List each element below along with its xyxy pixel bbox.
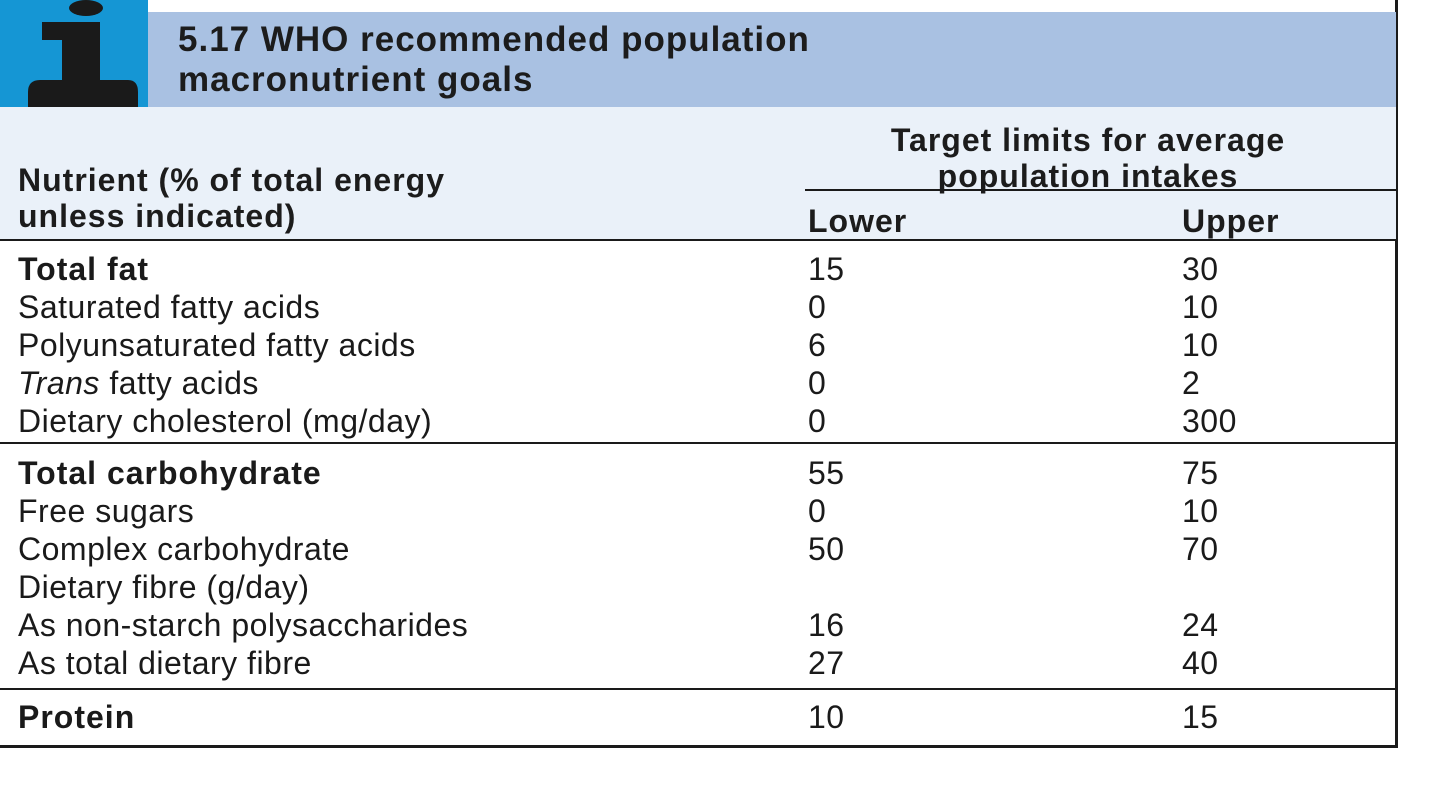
lower-value: 0 <box>808 365 827 401</box>
table-row: Total carbohydrate 55 75 <box>0 454 1396 492</box>
lower-value: 15 <box>808 251 845 287</box>
target-limits-header: Target limits for average population int… <box>890 122 1286 194</box>
table-row: Dietary cholesterol (mg/day) 0 300 <box>0 402 1396 440</box>
nutrient-column-header: Nutrient (% of total energy unless indic… <box>18 162 446 234</box>
upper-value: 24 <box>1182 607 1219 643</box>
upper-value: 10 <box>1182 493 1219 529</box>
upper-value: 2 <box>1182 365 1201 401</box>
nutrient-label: Free sugars <box>18 493 195 529</box>
upper-value: 30 <box>1182 251 1219 287</box>
lower-value: 0 <box>808 289 827 325</box>
nutrient-label: Total carbohydrate <box>18 455 322 491</box>
upper-value: 300 <box>1182 403 1237 439</box>
table-row: Polyunsaturated fatty acids 6 10 <box>0 326 1396 364</box>
info-icon <box>28 0 138 107</box>
lower-value: 55 <box>808 455 845 491</box>
lower-value: 0 <box>808 493 827 529</box>
info-icon-box <box>0 0 148 107</box>
table-row: Complex carbohydrate 50 70 <box>0 530 1396 568</box>
upper-value: 10 <box>1182 289 1219 325</box>
table-row: As non-starch polysaccharides 16 24 <box>0 606 1396 644</box>
protein-section: Protein 10 15 <box>0 698 1396 748</box>
box-header <box>0 12 1396 107</box>
nutrient-label: As total dietary fibre <box>18 645 312 681</box>
table-row: Trans fatty acids 0 2 <box>0 364 1396 402</box>
upper-value: 70 <box>1182 531 1219 567</box>
lower-value: 0 <box>808 403 827 439</box>
target-header-rule <box>805 189 1398 191</box>
table-header: Nutrient (% of total energy unless indic… <box>0 107 1398 241</box>
upper-value: 40 <box>1182 645 1219 681</box>
carbohydrate-section: Total carbohydrate 55 75 Free sugars 0 1… <box>0 454 1396 690</box>
table-row: Free sugars 0 10 <box>0 492 1396 530</box>
upper-value: 15 <box>1182 699 1219 735</box>
nutrient-label: Protein <box>18 699 136 735</box>
nutrient-label: Trans fatty acids <box>18 364 259 402</box>
nutrient-label: Dietary fibre (g/day) <box>18 569 310 605</box>
table-row: Protein 10 15 <box>0 698 1396 736</box>
table-row: Saturated fatty acids 0 10 <box>0 288 1396 326</box>
box-title: 5.17 WHO recommended population macronut… <box>178 20 810 99</box>
lower-value: 27 <box>808 645 845 681</box>
nutrient-label: Dietary cholesterol (mg/day) <box>18 403 433 439</box>
lower-column-header: Lower <box>808 203 908 239</box>
table-row: As total dietary fibre 27 40 <box>0 644 1396 682</box>
fat-section: Total fat 15 30 Saturated fatty acids 0 … <box>0 250 1396 444</box>
lower-value: 6 <box>808 327 827 363</box>
lower-value: 50 <box>808 531 845 567</box>
lower-value: 16 <box>808 607 845 643</box>
nutrient-label: Total fat <box>18 251 150 287</box>
nutrient-label: As non-starch polysaccharides <box>18 607 469 643</box>
nutrient-label-italic: Trans <box>18 365 100 401</box>
upper-value: 75 <box>1182 455 1219 491</box>
table-row: Dietary fibre (g/day) <box>0 568 1396 606</box>
nutrient-label: Polyunsaturated fatty acids <box>18 327 416 363</box>
table-row: Total fat 15 30 <box>0 250 1396 288</box>
lower-value: 10 <box>808 699 845 735</box>
nutrient-label-rest: fatty acids <box>99 365 259 401</box>
nutrient-label: Complex carbohydrate <box>18 531 350 567</box>
info-box-panel: 5.17 WHO recommended population macronut… <box>0 0 1398 748</box>
upper-value: 10 <box>1182 327 1219 363</box>
upper-column-header: Upper <box>1182 203 1280 239</box>
nutrient-label: Saturated fatty acids <box>18 289 321 325</box>
